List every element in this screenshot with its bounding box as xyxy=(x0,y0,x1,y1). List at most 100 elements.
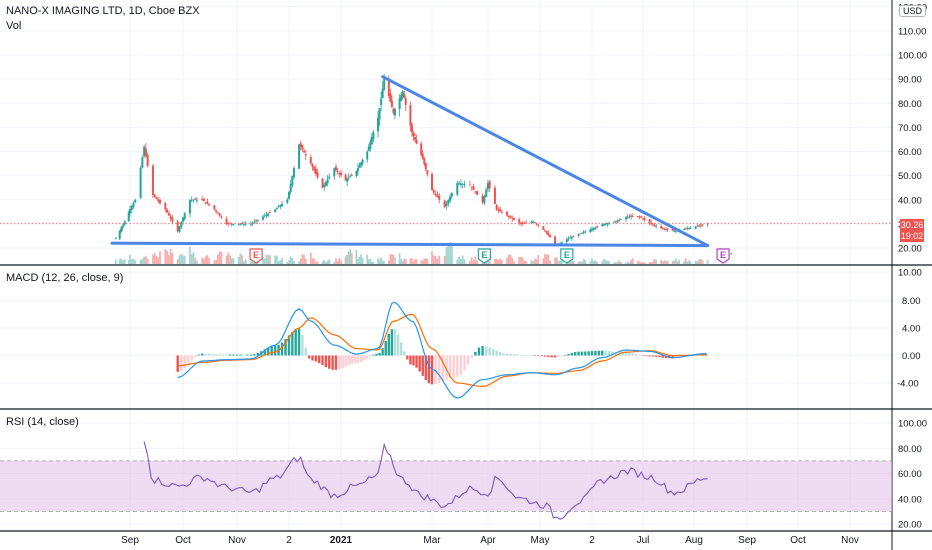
macd-histogram-bar xyxy=(661,355,664,358)
volume-bar xyxy=(601,261,604,264)
volume-bar xyxy=(120,258,122,264)
earnings-marker: E xyxy=(249,248,263,264)
candle-body xyxy=(689,227,692,229)
volume-bar xyxy=(152,254,154,264)
macd-histogram-bar xyxy=(597,350,600,356)
volume-bar xyxy=(281,258,283,264)
candle-body xyxy=(398,98,401,110)
volume-bar xyxy=(447,243,450,264)
macd-histogram-bar xyxy=(350,355,353,364)
macd-tick-label: -4.00 xyxy=(897,379,919,390)
macd-histogram-bar xyxy=(628,352,631,356)
volume-bar xyxy=(216,254,219,264)
volume-bar xyxy=(347,251,350,264)
volume-bar xyxy=(350,253,353,264)
volume-bar xyxy=(269,254,271,264)
candle-body xyxy=(358,165,361,168)
candle-body xyxy=(183,213,186,219)
volume-bar xyxy=(286,261,289,264)
candle-body xyxy=(500,212,503,214)
candle-body xyxy=(169,216,172,219)
time-tick-label: Mar xyxy=(423,535,441,546)
macd-histogram-bar xyxy=(221,354,225,356)
candle-body xyxy=(577,234,580,236)
macd-histogram-bar xyxy=(366,355,369,359)
candle-body xyxy=(268,212,271,214)
macd-histogram-bar xyxy=(409,355,412,365)
volume-bar xyxy=(549,260,551,264)
macd-histogram-bar xyxy=(304,347,307,356)
volume-bar xyxy=(411,258,413,264)
candle-body xyxy=(265,214,268,216)
volume-bar xyxy=(594,260,597,264)
volume-bar xyxy=(118,259,121,264)
candle-body xyxy=(423,157,426,164)
volume-bar xyxy=(146,258,149,264)
macd-histogram-bar xyxy=(594,350,597,356)
macd-histogram-bar xyxy=(441,355,445,382)
candle-body xyxy=(230,223,233,225)
candles xyxy=(114,73,709,246)
candle-body xyxy=(114,238,117,240)
volume-bar xyxy=(241,255,244,264)
macd-histogram-bar xyxy=(369,355,372,357)
macd-histogram-bar xyxy=(204,353,207,356)
volume-bar xyxy=(532,261,534,264)
macd-histogram-bar xyxy=(563,355,567,356)
macd-histogram-bar xyxy=(537,355,540,356)
volume-bar xyxy=(208,257,211,264)
volume-bar xyxy=(469,261,471,264)
volume-bar xyxy=(291,257,294,264)
macd-histogram-bar xyxy=(291,331,294,356)
candle-body xyxy=(686,228,689,230)
candle-body xyxy=(389,93,392,102)
macd-histogram-bar xyxy=(601,350,604,356)
volume-bar xyxy=(631,258,634,264)
volume-bar xyxy=(572,260,575,264)
volume-bar xyxy=(509,254,512,264)
volume-bar xyxy=(487,259,489,264)
volume-bar xyxy=(547,254,550,264)
earnings-label: E xyxy=(481,250,487,260)
candle-body xyxy=(580,232,583,234)
volume-bar xyxy=(249,260,252,264)
volume-bar xyxy=(357,259,359,264)
candle-body xyxy=(404,98,407,105)
candle-body xyxy=(665,229,668,230)
volume-bar xyxy=(648,261,651,264)
macd-histogram-bar xyxy=(557,355,560,358)
volume-bar xyxy=(333,261,336,264)
countdown-tag: 19:02 xyxy=(900,230,924,242)
volume-bar xyxy=(507,254,510,264)
candle-body xyxy=(144,148,147,157)
macd-histogram-bar xyxy=(631,353,634,356)
volume-bar xyxy=(520,256,522,264)
candle-body xyxy=(381,88,384,98)
candle-body xyxy=(274,209,277,213)
time-tick-label: Oct xyxy=(790,535,806,546)
candle-body xyxy=(432,190,435,193)
volume-bar xyxy=(303,255,305,264)
volume-bar xyxy=(164,248,167,264)
candle-body xyxy=(487,182,489,190)
volume-bar xyxy=(366,254,369,264)
volume-bar xyxy=(589,261,592,264)
macd-histogram-bar xyxy=(516,354,519,356)
volume-bar xyxy=(313,258,316,264)
macd-histogram-bar xyxy=(577,351,580,356)
macd-histogram-bar xyxy=(474,351,477,356)
candle-body xyxy=(309,157,312,164)
currency-badge[interactable]: USD xyxy=(898,5,926,17)
candle-body xyxy=(544,230,547,232)
volume-bar xyxy=(686,261,689,264)
candle-body xyxy=(289,183,292,193)
volume-bar xyxy=(415,259,418,264)
macd-histogram-bar xyxy=(492,348,495,356)
candle-body xyxy=(383,79,386,91)
candle-body xyxy=(194,198,197,200)
macd-histogram-bar xyxy=(484,346,488,356)
candle-body xyxy=(414,137,417,140)
macd-histogram-bar xyxy=(399,342,403,356)
macd-histogram-bar xyxy=(314,355,318,362)
